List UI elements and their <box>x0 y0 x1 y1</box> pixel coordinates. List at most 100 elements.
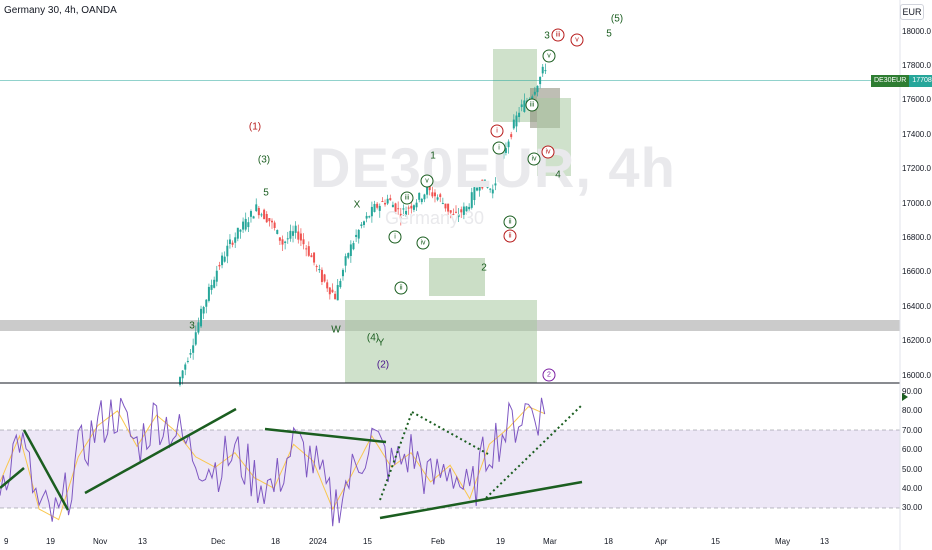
candle-body <box>292 231 295 236</box>
candle-body <box>455 211 457 213</box>
candle-body <box>228 239 231 245</box>
candle-body <box>436 197 439 200</box>
rsi-tick: 30.00 <box>902 503 923 512</box>
candle-body <box>457 214 460 218</box>
price-series <box>179 63 547 387</box>
price-tick: 16800.0 <box>902 233 931 242</box>
wave-circle: ii <box>503 215 517 229</box>
candle-body <box>289 230 292 239</box>
wave-label: (1) <box>248 121 262 133</box>
price-tick: 17000.0 <box>902 199 931 208</box>
candle-body <box>520 104 523 108</box>
price-tag-symbol: DE30EUR <box>871 75 910 87</box>
candle-body <box>215 270 218 282</box>
candle-body <box>236 227 239 239</box>
wave-label: (2) <box>376 359 390 371</box>
chart-title: Germany 30, 4h, OANDA <box>4 5 117 16</box>
time-tick: Nov <box>93 537 108 546</box>
candle-body <box>226 245 229 257</box>
time-tick: 9 <box>4 537 9 546</box>
candle-body <box>376 203 379 208</box>
candle-body <box>518 112 521 118</box>
candle-body <box>426 186 429 195</box>
wave-label: 5 <box>606 28 612 40</box>
candle-body <box>384 202 387 205</box>
candle-body <box>263 209 266 220</box>
candle-body <box>410 205 413 209</box>
wave-label: 5 <box>263 187 269 199</box>
wave-circle: iv <box>527 152 541 166</box>
candle-body <box>268 218 271 222</box>
candle-body <box>441 203 444 205</box>
price-tick: 16600.0 <box>902 267 931 276</box>
candle-body <box>231 242 234 245</box>
currency-button[interactable]: EUR <box>900 4 924 20</box>
candle-body <box>334 293 337 300</box>
watermark-symbol: DE30EUR, 4h <box>310 136 676 199</box>
time-tick: 13 <box>820 537 829 546</box>
candle-body <box>502 150 505 159</box>
candle-body <box>368 216 371 218</box>
rsi-arrow-icon <box>902 393 908 401</box>
price-tag: DE30EUR 17708.1 <box>871 75 932 87</box>
wave-label: 3 <box>544 30 550 42</box>
time-tick: Apr <box>655 537 668 546</box>
watermark-name: Germany 30 <box>385 208 485 228</box>
candle-body <box>349 244 352 256</box>
wave-label: W <box>331 324 341 336</box>
candle-body <box>444 203 447 209</box>
candle-body <box>407 207 410 209</box>
candle-body <box>365 215 368 219</box>
candle-body <box>402 208 405 210</box>
wave-label: 2 <box>481 262 487 274</box>
candle-body <box>363 221 365 225</box>
candle-body <box>218 264 221 267</box>
time-tick: 18 <box>604 537 613 546</box>
candle-body <box>468 206 471 210</box>
candle-body <box>381 201 384 203</box>
candle-body <box>433 192 436 197</box>
zone-box <box>537 98 571 176</box>
wave-circle: ii <box>394 281 408 295</box>
price-tick: 17600.0 <box>902 95 931 104</box>
wave-label: Y <box>377 337 385 349</box>
candle-body <box>431 192 434 197</box>
price-tick: 16000.0 <box>902 371 931 380</box>
candle-body <box>284 241 287 243</box>
candle-body <box>481 179 484 189</box>
time-tick: Feb <box>431 537 445 546</box>
candle-body <box>323 274 326 282</box>
candle-body <box>276 230 279 234</box>
rsi-trendlines <box>0 407 583 520</box>
rsi-tick: 70.00 <box>902 426 923 435</box>
candle-body <box>257 207 260 216</box>
candle-body <box>491 189 494 194</box>
candle-body <box>189 353 192 355</box>
candle-body <box>194 332 197 345</box>
time-tick: Mar <box>543 537 557 546</box>
candle-body <box>418 192 421 200</box>
candle-body <box>420 198 423 203</box>
candle-body <box>423 194 426 200</box>
candle-body <box>255 204 258 212</box>
candle-body <box>507 141 510 148</box>
candle-body <box>347 253 350 258</box>
candle-body <box>344 256 347 266</box>
wave-label: (3) <box>257 154 271 166</box>
candle-body <box>326 282 329 289</box>
candle-body <box>465 206 468 212</box>
candle-body <box>389 198 392 201</box>
candle-body <box>504 148 507 153</box>
candle-body <box>234 237 237 243</box>
candle-body <box>252 216 255 219</box>
price-tick: 17800.0 <box>902 61 931 70</box>
candle-body <box>181 370 184 379</box>
candle-body <box>273 222 276 228</box>
candle-body <box>544 70 547 72</box>
candle-body <box>447 203 450 212</box>
candle-body <box>179 377 181 385</box>
candle-body <box>339 280 342 288</box>
wave-circle-red: i <box>490 124 504 138</box>
candle-body <box>486 185 489 188</box>
candle-body <box>271 220 273 223</box>
